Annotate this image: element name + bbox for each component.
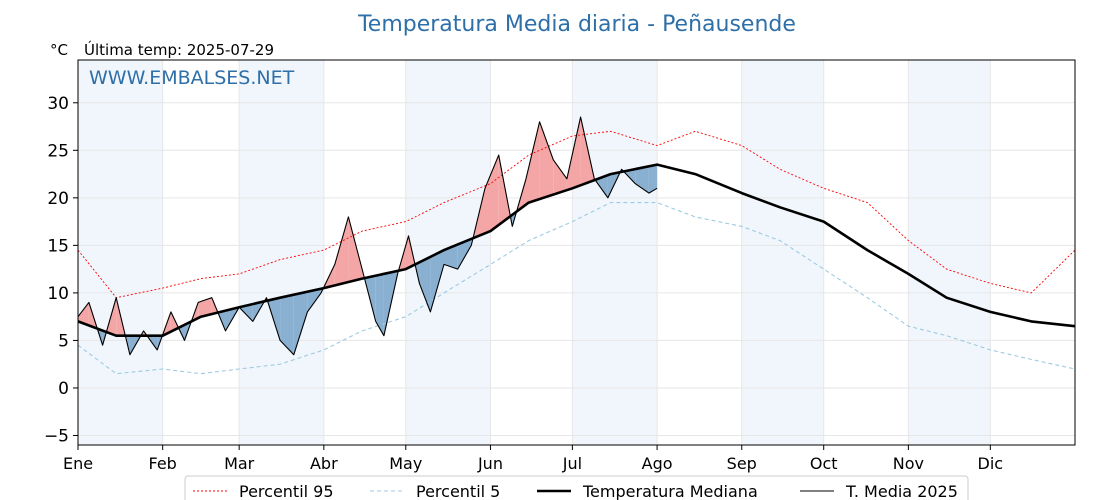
- y-axis: −5 0 5 10 15 20 25 30: [44, 94, 78, 446]
- below-median-fill: [595, 175, 608, 198]
- y-tick-label: 25: [47, 141, 69, 161]
- above-median-fill: [334, 216, 349, 286]
- month-shade-mar: [239, 60, 324, 445]
- below-median-fill: [375, 273, 384, 336]
- below-median-fill: [293, 291, 308, 355]
- watermark: WWW.EMBALSES.NET: [89, 67, 295, 89]
- above-median-fill: [566, 117, 581, 191]
- x-tick-label: Oct: [810, 454, 838, 473]
- legend: Percentil 95 Percentil 5 Temperatura Media…: [184, 475, 969, 500]
- series-line-percentil-95: [77, 130, 1076, 299]
- above-median-fill: [526, 121, 540, 205]
- below-median-fill: [648, 164, 658, 194]
- x-tick-label: Sep: [727, 454, 757, 473]
- above-median-fill: [553, 159, 567, 195]
- above-median-fill: [198, 297, 212, 318]
- month-shade-sep: [741, 60, 824, 445]
- above-median-fill: [539, 121, 554, 199]
- x-tick-label: Jul: [562, 454, 582, 473]
- last-temp-label: Última temp: 2025-07-29: [84, 40, 274, 59]
- y-tick-label: 20: [47, 189, 69, 209]
- below-median-fill: [430, 250, 444, 312]
- x-tick-label: Mar: [224, 454, 255, 473]
- legend-label: Percentil 95: [239, 482, 334, 500]
- above-median-fill: [78, 302, 89, 326]
- month-shade-nov: [908, 60, 991, 445]
- y-tick-label: −5: [44, 426, 69, 446]
- unit-label: °C: [50, 41, 68, 59]
- y-tick-label: 30: [47, 94, 69, 114]
- below-median-fill: [635, 166, 649, 194]
- x-tick-label: Feb: [149, 454, 177, 473]
- x-tick-label: Dic: [978, 454, 1004, 473]
- below-median-fill: [444, 244, 458, 270]
- series-line-t-media-2025: [77, 116, 658, 356]
- x-axis: Ene Feb Mar Abr May Jun Jul Ago Sep Oct Nov Dic: [63, 445, 1003, 473]
- x-tick-label: Ago: [642, 454, 673, 473]
- below-median-fill: [419, 256, 431, 312]
- below-median-fill: [280, 294, 294, 355]
- below-median-fill: [239, 304, 253, 322]
- series-lines: [77, 116, 1076, 375]
- series-line-percentil-5: [77, 202, 1076, 375]
- month-shading: [78, 60, 991, 445]
- above-median-fill: [348, 216, 363, 282]
- legend-label: T. Media 2025: [845, 482, 958, 500]
- x-tick-label: Ene: [63, 454, 93, 473]
- anomaly-fills: [78, 117, 658, 355]
- chart-title: Temperatura Media diaria - Peñausende: [357, 12, 796, 37]
- x-tick-label: Jun: [477, 454, 503, 473]
- x-tick-label: Abr: [310, 454, 338, 473]
- below-median-fill: [307, 288, 322, 312]
- x-tick-label: May: [389, 454, 422, 473]
- above-median-fill: [485, 155, 499, 234]
- legend-label: Temperatura Mediana: [582, 482, 758, 500]
- month-shade-jul: [572, 60, 658, 445]
- x-tick-label: Nov: [893, 454, 924, 473]
- y-tick-label: 0: [58, 379, 69, 399]
- legend-box: [184, 475, 969, 500]
- y-tick-label: 5: [58, 331, 69, 351]
- month-shade-ene: [78, 60, 163, 445]
- y-tick-label: 15: [47, 236, 69, 256]
- legend-label: Percentil 5: [416, 482, 500, 500]
- plot-frame: [77, 59, 1076, 446]
- y-tick-label: 10: [47, 284, 69, 304]
- below-median-fill: [457, 238, 472, 270]
